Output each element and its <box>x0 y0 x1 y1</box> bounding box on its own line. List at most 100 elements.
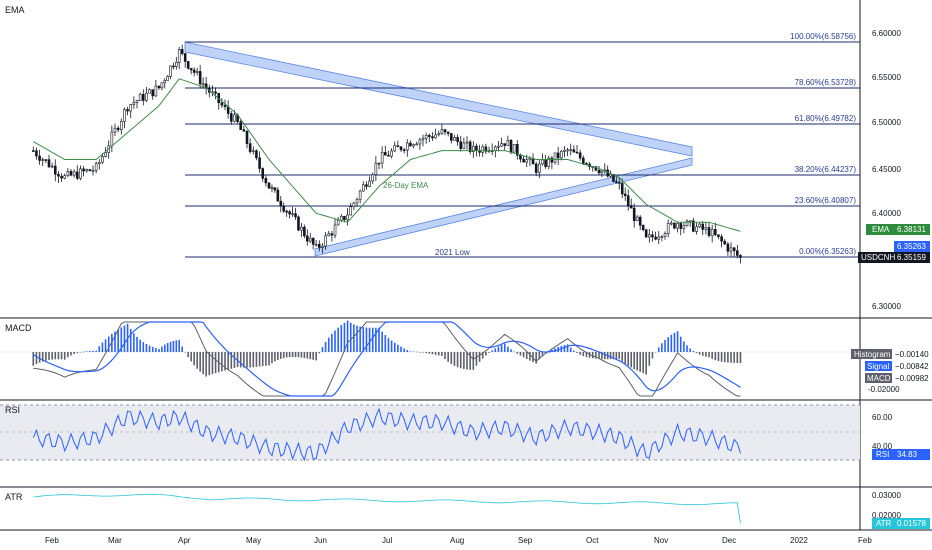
candle-body <box>465 141 469 144</box>
macd-histogram-bar <box>384 335 387 352</box>
macd-histogram-bar <box>441 352 443 356</box>
candle-body <box>399 146 403 151</box>
candle-body <box>450 133 453 141</box>
fib0-tag: 6.35263 <box>894 241 930 252</box>
macd-histogram-bar <box>375 327 377 352</box>
candle-body <box>169 65 172 77</box>
macd-histogram-bar <box>239 352 242 368</box>
macd-histogram-bar <box>252 352 255 368</box>
macd-histogram-bar <box>563 345 566 352</box>
candle-body <box>597 169 601 174</box>
macd-histogram-bar <box>85 351 88 352</box>
macd-histogram-bar <box>236 352 239 368</box>
candle-body <box>358 190 362 200</box>
candle-body <box>380 152 384 164</box>
macd-histogram-bar <box>378 327 380 352</box>
macd-histogram-bar <box>120 327 123 352</box>
candle-body <box>396 145 400 148</box>
candle-body <box>437 133 441 136</box>
macd-histogram-bar <box>434 352 437 355</box>
candle-body <box>377 162 381 165</box>
macd-histogram-bar <box>274 352 276 362</box>
candle-body <box>44 159 48 161</box>
macd-tag-key: MACD <box>867 374 891 383</box>
triangle-upper-band <box>184 41 693 157</box>
candle-body <box>472 145 475 152</box>
candle-body <box>291 213 294 215</box>
candle-body <box>248 143 252 152</box>
macd-histogram-bar <box>624 352 627 364</box>
candle-body <box>267 182 271 189</box>
macd-histogram-bar <box>630 352 633 368</box>
candle-body <box>497 145 500 148</box>
price-tag-value: 6.35159 <box>897 253 926 262</box>
macd-histogram-bar <box>76 352 79 354</box>
macd-histogram-bar <box>268 352 270 366</box>
candle-body <box>462 142 466 149</box>
macd-histogram-bar <box>459 352 462 369</box>
macd-histogram-bar <box>297 352 300 358</box>
candle-body <box>220 102 224 106</box>
macd-histogram-bar <box>60 352 63 360</box>
macd-histogram-bar <box>576 352 578 353</box>
candle-body <box>126 109 129 112</box>
macd-histogram-bar <box>390 340 393 352</box>
macd-histogram-bar <box>309 352 312 360</box>
macd-histogram-bar <box>98 346 101 352</box>
macd-tag-value: −0.00982 <box>895 374 929 383</box>
candle-body <box>484 146 488 152</box>
macd-histogram-bar <box>612 352 615 360</box>
time-label-aug: Aug <box>450 536 464 545</box>
candle-body <box>135 100 139 103</box>
macd-histogram-bar <box>466 352 468 370</box>
price-panel-title: EMA <box>5 5 25 15</box>
macd-histogram-bar <box>139 339 141 352</box>
candle-body <box>279 200 283 207</box>
macd-histogram-bar <box>591 352 594 359</box>
candle-body <box>707 227 711 236</box>
candle-body <box>82 168 85 172</box>
macd-histogram-bar <box>54 352 57 360</box>
macd-histogram-bar <box>294 352 297 358</box>
macd-histogram-bar <box>312 352 315 360</box>
candle-body <box>276 189 280 202</box>
macd-histogram-bar <box>736 352 739 363</box>
macd-histogram-bar <box>535 352 537 364</box>
macd-histogram-bar <box>95 350 97 352</box>
candle-body <box>282 205 286 212</box>
macd-histogram-bar <box>621 352 624 362</box>
macd-histogram-bar <box>519 352 522 356</box>
macd-histogram-bar <box>554 348 556 352</box>
macd-histogram-bar <box>172 340 175 352</box>
macd-histogram-bar <box>428 352 431 354</box>
macd-histogram-bar <box>211 352 214 375</box>
candle-body <box>506 140 510 146</box>
candle-body <box>151 89 155 97</box>
candle-body <box>685 220 689 226</box>
macd-histogram-bar <box>529 352 531 361</box>
candle-body <box>129 104 133 112</box>
macd-histogram-bar <box>419 352 421 353</box>
macd-histogram-bar <box>334 330 336 352</box>
macd-histogram-bar <box>701 352 704 356</box>
candle-body <box>566 149 569 152</box>
macd-histogram-bar <box>205 352 207 377</box>
candle-body <box>163 80 167 84</box>
macd-histogram-bar <box>485 352 487 356</box>
macd-histogram-bar <box>711 352 713 359</box>
candle-body <box>41 159 45 161</box>
macd-histogram-bar <box>412 351 415 352</box>
macd-histogram-bar <box>500 344 503 352</box>
candle-body <box>339 216 343 221</box>
macd-histogram-bar <box>522 352 525 358</box>
macd-histogram-bar <box>346 320 349 352</box>
candle-body <box>349 206 353 216</box>
macd-histogram-bar <box>175 340 178 352</box>
macd-histogram-bar <box>708 352 710 358</box>
macd-histogram-bar <box>107 336 110 352</box>
rsi-tag-value: 34.83 <box>897 450 918 459</box>
macd-histogram-bar <box>230 352 233 369</box>
macd-histogram-bar <box>38 352 41 363</box>
candle-body <box>154 85 158 97</box>
macd-histogram-bar <box>409 351 412 352</box>
